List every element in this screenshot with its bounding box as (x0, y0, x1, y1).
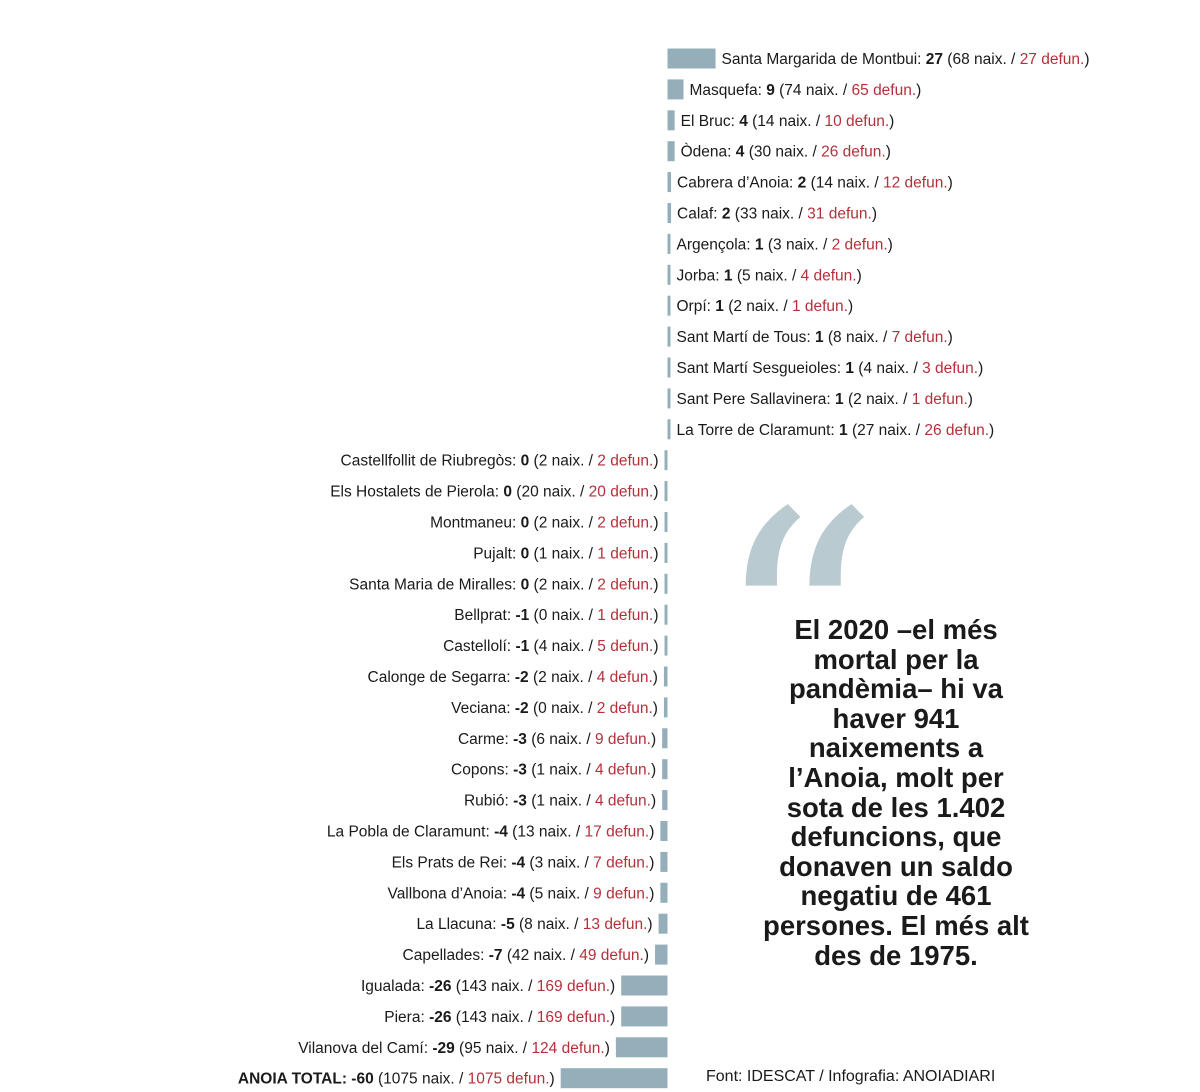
bar-pujalt (664, 542, 668, 563)
bar-vallbona-d-anoia (660, 882, 668, 903)
bar-label: Copons: -3 (1 naix. / 4 defun.) (451, 762, 656, 779)
bar-label: Montmaneu: 0 (2 naix. / 2 defun.) (430, 515, 658, 532)
bar-label: Cabrera d’Anoia: 2 (14 naix. / 12 defun.… (677, 175, 953, 192)
bar-label: Els Hostalets de Pierola: 0 (20 naix. / … (330, 484, 658, 501)
source-credit: Font: IDESCAT / Infografia: ANOIADIARI (706, 1068, 996, 1085)
bar-carme (662, 728, 668, 749)
bar-cabrera-d-anoia (667, 172, 672, 193)
bar-montmaneu (664, 512, 668, 532)
bar-copons (662, 759, 668, 780)
bar-label: Argençola: 1 (3 naix. / 2 defun.) (677, 236, 893, 253)
bar-castellfollit-de-riubreg-s (664, 450, 668, 471)
bar-capellades (655, 944, 668, 965)
bar-vilanova-del-cam- (615, 1037, 668, 1058)
bar-argen-ola (667, 233, 671, 254)
bar-la-llacuna (658, 913, 668, 934)
bar-calaf (667, 203, 672, 223)
bar-santa-margarida-de-montbui (667, 48, 716, 69)
bar-label: Piera: -26 (143 naix. / 169 defun.) (384, 1009, 615, 1026)
bar-label: Capellades: -7 (42 naix. / 49 defun.) (403, 947, 649, 964)
bar-label: Pujalt: 0 (1 naix. / 1 defun.) (473, 545, 658, 562)
bar-label: Veciana: -2 (0 naix. / 2 defun.) (451, 700, 658, 717)
bar-label: Castellfollit de Riubregòs: 0 (2 naix. /… (341, 453, 659, 470)
bar-label: Masquefa: 9 (74 naix. / 65 defun.) (690, 82, 922, 99)
bar-label: Vilanova del Camí: -29 (95 naix. / 124 d… (298, 1040, 610, 1057)
bar-label: Calaf: 2 (33 naix. / 31 defun.) (677, 206, 877, 223)
bar-label: Orpí: 1 (2 naix. / 1 defun.) (677, 298, 854, 315)
bar-els-hostalets-de-pierola (664, 481, 668, 502)
bar-label: Igualada: -26 (143 naix. / 169 defun.) (361, 978, 615, 995)
bar-veciana (663, 697, 668, 718)
bar-label: Rubió: -3 (1 naix. / 4 defun.) (464, 793, 656, 810)
bar-anoia-total (560, 1068, 668, 1089)
bar-label: Sant Pere Sallavinera: 1 (2 naix. / 1 de… (677, 391, 973, 408)
bar-label: La Torre de Claramunt: 1 (27 naix. / 26 … (677, 422, 995, 439)
bar-label: Jorba: 1 (5 naix. / 4 defun.) (677, 267, 862, 284)
bar-label: ANOIA TOTAL: -60 (1075 naix. / 1075 defu… (238, 1071, 555, 1088)
bar-orp- (667, 295, 671, 316)
bar-igualada (621, 975, 668, 996)
bar-label: El Bruc: 4 (14 naix. / 10 defun.) (681, 113, 895, 130)
bar-label: La Llacuna: -5 (8 naix. / 13 defun.) (416, 916, 652, 933)
bar-calonge-de-segarra (663, 666, 668, 687)
bar-label: Vallbona d’Anoia: -4 (5 naix. / 9 defun.… (388, 885, 655, 902)
bar-masquefa (667, 79, 684, 100)
pull-quote: El 2020 –el més mortal per la pandèmia– … (763, 614, 1029, 971)
bar-bellprat (664, 604, 668, 625)
bar-label: Santa Maria de Miralles: 0 (2 naix. / 2 … (349, 576, 658, 593)
bar-sant-mart-de-tous (667, 326, 671, 347)
bar-santa-maria-de-miralles (664, 573, 668, 594)
bar-la-pobla-de-claramunt (660, 821, 668, 841)
bar-label: Sant Martí Sesgueioles: 1 (4 naix. / 3 d… (677, 360, 984, 377)
bar-jorba (667, 264, 671, 285)
bar-label: La Pobla de Claramunt: -4 (13 naix. / 17… (327, 824, 654, 841)
bar-label: Sant Martí de Tous: 1 (8 naix. / 7 defun… (677, 329, 953, 346)
bar-rubi- (662, 790, 668, 811)
bar-label: Calonge de Segarra: -2 (2 naix. / 4 defu… (368, 669, 658, 686)
bar-label: Òdena: 4 (30 naix. / 26 defun.) (681, 144, 891, 161)
bar-label: Bellprat: -1 (0 naix. / 1 defun.) (454, 607, 658, 624)
bar-label: Carme: -3 (6 naix. / 9 defun.) (458, 731, 656, 748)
bar-castellol- (664, 635, 668, 656)
bar--dena (667, 141, 675, 162)
bar-sant-mart-sesgueioles (667, 357, 671, 378)
bar-la-torre-de-claramunt (667, 419, 671, 440)
bar-el-bruc (667, 110, 675, 131)
bar-label: Santa Margarida de Montbui: 27 (68 naix.… (722, 51, 1090, 68)
bar-els-prats-de-rei (660, 851, 668, 872)
bar-sant-pere-sallavinera (667, 388, 671, 409)
bar-piera (621, 1006, 668, 1027)
bar-label: Castellolí: -1 (4 naix. / 5 defun.) (443, 638, 658, 655)
bar-label: Els Prats de Rei: -4 (3 naix. / 7 defun.… (392, 854, 655, 871)
